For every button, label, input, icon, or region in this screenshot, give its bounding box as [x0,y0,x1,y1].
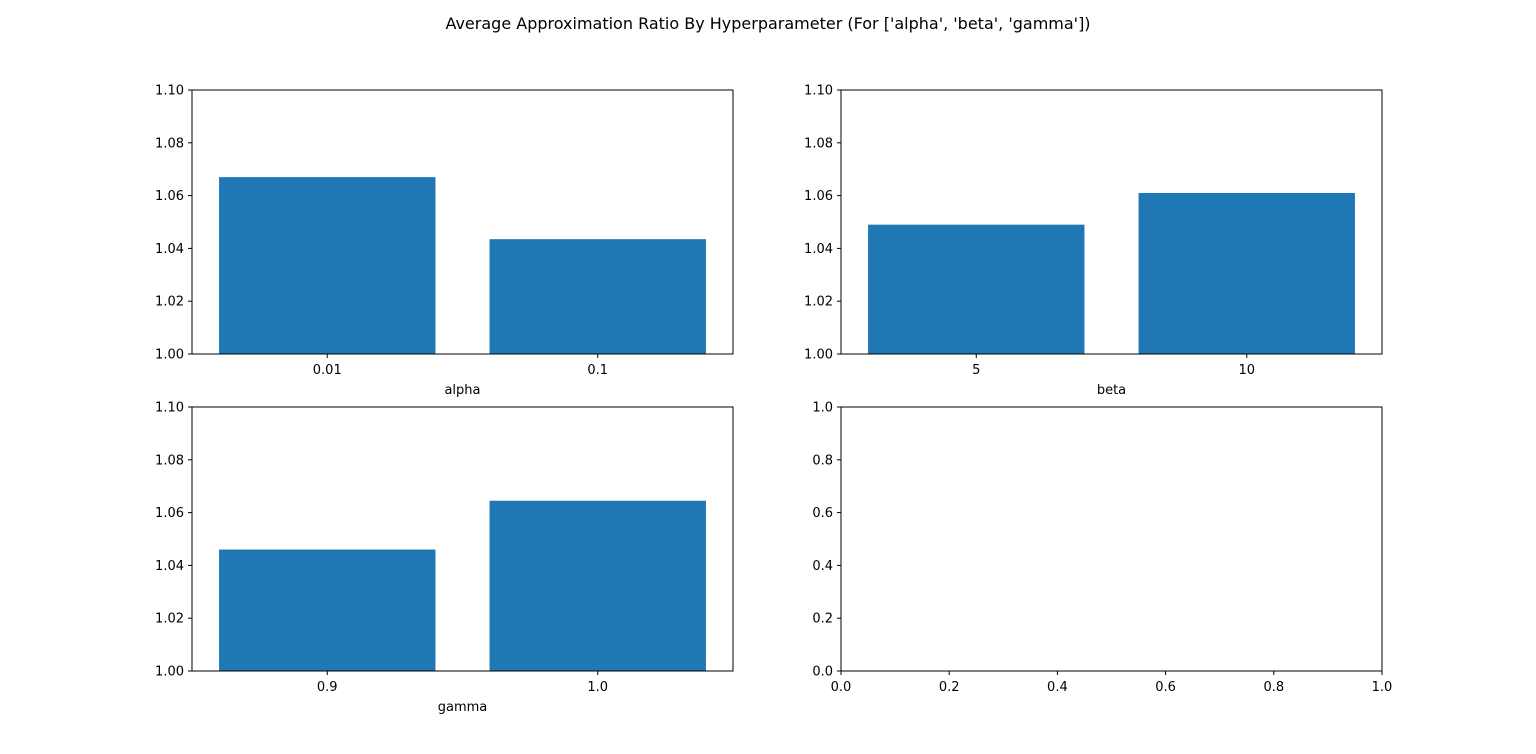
y-tick-label: 1.06 [155,189,184,204]
x-tick-label: 0.6 [1155,680,1176,695]
x-tick-label: 0.8 [1263,680,1284,695]
y-tick-label: 1.08 [155,453,184,468]
y-tick-label: 1.06 [155,506,184,521]
bar [219,177,436,354]
y-tick-label: 1.00 [155,348,184,363]
figure-title: Average Approximation Ratio By Hyperpara… [445,14,1090,33]
axes-frame [191,89,734,355]
bar [1138,192,1355,354]
subplot-1: 1.00 1.02 1.04 1.06 1.08 1.10 0.01 0.1 alpha [155,84,734,398]
x-tick-label: 0.1 [587,363,608,378]
subplot-2: 1.00 1.02 1.04 1.06 1.08 1.10 5 10 beta [804,84,1383,398]
y-tick-label: 1.00 [804,348,833,363]
y-tick-label: 0.0 [812,665,833,680]
x-axis-label: gamma [438,700,488,715]
y-tick-label: 1.06 [804,189,833,204]
x-tick-label: 1.0 [587,680,608,695]
y-tick-label: 1.08 [804,136,833,151]
y-tick-label: 0.8 [812,453,833,468]
x-tick-label: 0.9 [317,680,338,695]
y-tick-label: 1.02 [804,295,833,310]
y-tick-label: 1.10 [155,401,184,416]
x-tick-label: 1.0 [1372,680,1393,695]
y-tick-label: 0.6 [812,506,833,521]
y-tick-label: 1.10 [804,84,833,99]
y-tick-label: 0.2 [812,612,833,627]
x-tick-label: 5 [972,363,980,378]
subplots: 1.001.021.041.061.081.100.01 0.1alpha1.00… [155,84,1392,716]
x-tick-label: 0.4 [1047,680,1068,695]
y-tick-label: 1.04 [155,559,184,574]
subplot-3: 1.00 1.02 1.04 1.06 1.08 1.10 0.9 1.0 gamma [155,401,734,715]
bar [489,239,706,354]
x-tick-label: 0.01 [313,363,342,378]
x-axis-label: alpha [444,383,480,398]
axes-frame [191,406,734,672]
y-tick-label: 1.02 [155,612,184,627]
y-tick-label: 0.4 [812,559,833,574]
y-tick-label: 1.00 [155,665,184,680]
x-axis-label: beta [1097,383,1126,398]
x-tick-label: 0.0 [831,680,852,695]
subplot-4: 0.0 0.2 0.4 0.6 0.8 1.0 0.0 0.2 0.4 0.6 0.8 1.0 [812,401,1392,696]
y-tick-label: 1.04 [155,242,184,257]
y-tick-label: 1.08 [155,136,184,151]
x-tick-label: 10 [1238,363,1255,378]
y-tick-label: 1.04 [804,242,833,257]
bar [489,500,706,671]
y-tick-label: 1.02 [155,295,184,310]
bar [868,224,1085,354]
y-tick-label: 1.10 [155,84,184,99]
x-tick-label: 0.2 [939,680,960,695]
bar [219,549,436,671]
axes-frame [840,406,1383,672]
axes-frame [840,89,1383,355]
y-tick-label: 1.0 [812,401,833,416]
